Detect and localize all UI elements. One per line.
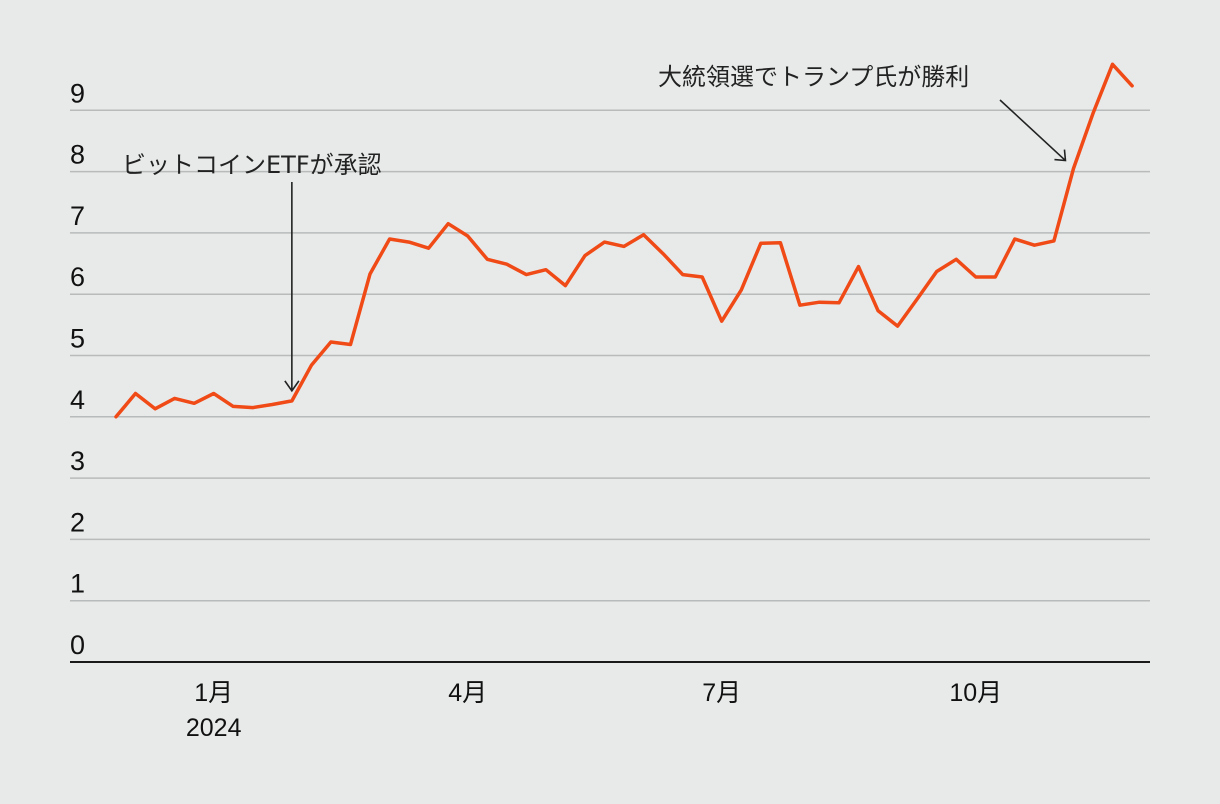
y-tick-label-0: 0 — [70, 630, 85, 660]
y-tick-label-3: 3 — [70, 446, 85, 476]
y-tick-label-8: 8 — [70, 140, 85, 170]
x-axis-ticks: 1月 2024 4月 7月 10月 — [186, 679, 1002, 742]
annotation-election-label: 大統領選でトランプ氏が勝利 — [658, 63, 969, 91]
annotations: ビットコインETFが承認 大統領選でトランプ氏が勝利 — [122, 63, 1067, 393]
annotation-etf-label: ビットコインETFが承認 — [122, 151, 382, 179]
x-tick-label-3: 10月 — [949, 679, 1002, 707]
y-tick-label-5: 5 — [70, 324, 85, 354]
y-tick-label-1: 1 — [70, 569, 85, 599]
x-tick-label-0: 1月 — [194, 679, 233, 707]
y-axis-ticks: 0 1 2 3 4 5 6 7 8 9 — [70, 78, 85, 660]
y-tick-label-7: 7 — [70, 201, 85, 231]
y-tick-label-2: 2 — [70, 507, 85, 537]
x-tick-label-1: 4月 — [448, 679, 487, 707]
x-tick-label-2: 7月 — [702, 679, 741, 707]
annotation-election-arrow — [999, 99, 1067, 162]
y-tick-label-6: 6 — [70, 262, 85, 292]
y-tick-label-9: 9 — [70, 78, 85, 108]
grid-lines — [70, 109, 1150, 663]
series-line — [114, 62, 1134, 419]
annotation-election-arrowhead — [1054, 149, 1067, 162]
annotation-etf-arrowhead — [284, 380, 300, 393]
x-tick-sublabel-0: 2024 — [186, 714, 242, 742]
y-tick-label-4: 4 — [70, 385, 85, 415]
